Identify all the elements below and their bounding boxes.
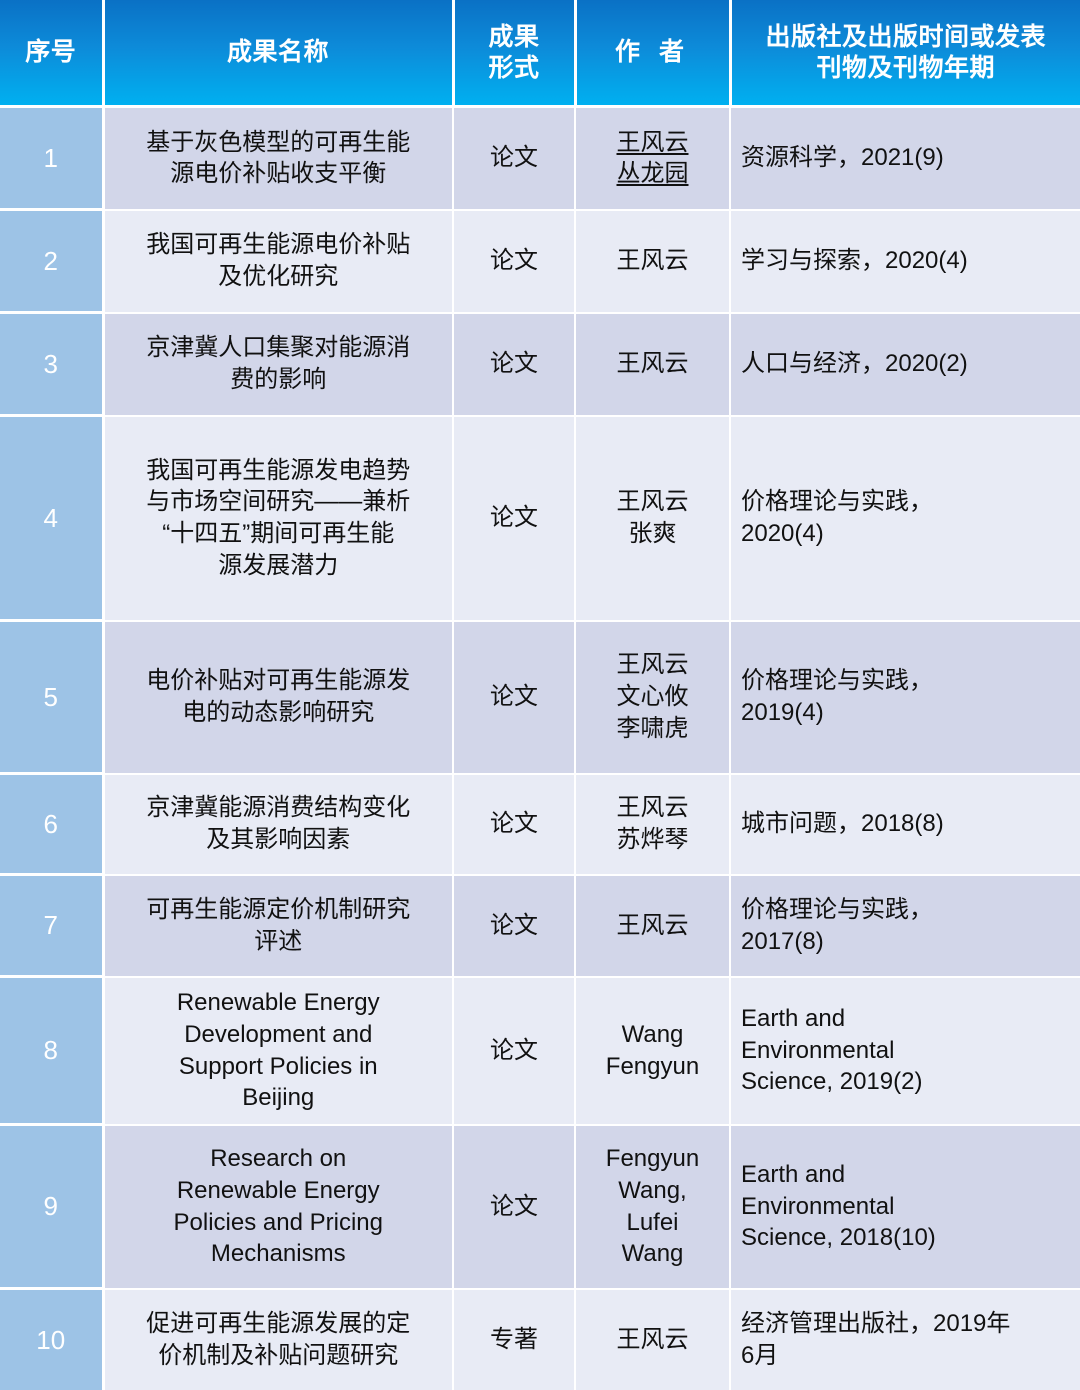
table-row: 1 基于灰色模型的可再生能 源电价补贴收支平衡 论文 王风云 丛龙园 资源科学，2021(9… — [0, 106, 1080, 211]
cell-publication-info: 学习与探索，2020(4) — [730, 209, 1080, 314]
header-row: 序号 成果名称 成果 形式 作 者 出版社及出版时间或发表 刊物及刊物年期 — [0, 0, 1080, 108]
table-row: 2 我国可再生能源电价补贴 及优化研究 论文 王风云 学习与探索，2020(4) — [0, 209, 1080, 314]
cell-output-title: 可再生能源定价机制研究 评述 — [103, 874, 454, 978]
table-header: 序号 成果名称 成果 形式 作 者 出版社及出版时间或发表 刊物及刊物年期 — [0, 0, 1080, 108]
cell-output-form: 论文 — [453, 209, 576, 314]
cell-authors: 王风云 丛龙园 — [575, 106, 731, 211]
table-row: 3 京津冀人口集聚对能源消 费的影响 论文 王风云 人口与经济，2020(2) — [0, 312, 1080, 417]
cell-publication-info: 价格理论与实践， 2017(8) — [730, 874, 1080, 978]
table-row: 7 可再生能源定价机制研究 评述 论文 王风云 价格理论与实践， 2017(8) — [0, 874, 1080, 978]
cell-authors: Wang Fengyun — [575, 976, 731, 1126]
column-header-title: 成果名称 — [103, 0, 455, 108]
column-header-sequence: 序号 — [0, 0, 105, 108]
cell-authors: Fengyun Wang, Lufei Wang — [575, 1124, 731, 1290]
cell-sequence-number: 4 — [0, 415, 105, 622]
cell-sequence-number: 1 — [0, 106, 105, 211]
table-row: 4 我国可再生能源发电趋势 与市场空间研究——兼析 “十四五”期间可再生能 源发展潜力论… — [0, 415, 1080, 622]
cell-output-form: 论文 — [453, 415, 576, 622]
cell-output-form: 论文 — [453, 620, 576, 775]
cell-publication-info: 人口与经济，2020(2) — [730, 312, 1080, 417]
table-row: 6 京津冀能源消费结构变化 及其影响因素 论文 王风云 苏烨琴 城市问题，2018(8) — [0, 773, 1080, 876]
cell-output-title: Research on Renewable Energy Policies and … — [103, 1124, 454, 1290]
cell-output-form: 论文 — [453, 106, 576, 211]
cell-output-title: 京津冀人口集聚对能源消 费的影响 — [103, 312, 454, 417]
cell-authors: 王风云 文心攸 李啸虎 — [575, 620, 731, 775]
cell-publication-info: 经济管理出版社，2019年 6月 — [730, 1288, 1080, 1390]
cell-sequence-number: 8 — [0, 976, 105, 1126]
cell-output-title: 促进可再生能源发展的定 价机制及补贴问题研究 — [103, 1288, 454, 1390]
cell-sequence-number: 6 — [0, 773, 105, 876]
column-header-publication: 出版社及出版时间或发表 刊物及刊物年期 — [730, 0, 1080, 108]
cell-output-form: 论文 — [453, 1124, 576, 1290]
cell-publication-info: 资源科学，2021(9) — [730, 106, 1080, 211]
column-header-publication-line2: 刊物及刊物年期 — [816, 53, 995, 82]
cell-sequence-number: 7 — [0, 874, 105, 978]
cell-output-title: 京津冀能源消费结构变化 及其影响因素 — [103, 773, 454, 876]
cell-authors: 王风云 — [575, 312, 731, 417]
cell-authors: 王风云 苏烨琴 — [575, 773, 731, 876]
cell-output-form: 论文 — [453, 976, 576, 1126]
cell-sequence-number: 10 — [0, 1288, 105, 1390]
cell-sequence-number: 3 — [0, 312, 105, 417]
column-header-author: 作 者 — [575, 0, 732, 108]
cell-publication-info: 城市问题，2018(8) — [730, 773, 1080, 876]
cell-publication-info: 价格理论与实践， 2019(4) — [730, 620, 1080, 775]
cell-publication-info: Earth and Environmental Science, 2018(10) — [730, 1124, 1080, 1290]
cell-output-form: 论文 — [453, 773, 576, 876]
cell-output-form: 论文 — [453, 312, 576, 417]
cell-authors: 王风云 — [575, 1288, 731, 1390]
table-row: 8 Renewable Energy Development and Support … — [0, 976, 1080, 1126]
cell-publication-info: Earth and Environmental Science, 2019(2) — [730, 976, 1080, 1126]
table-row: 5 电价补贴对可再生能源发 电的动态影响研究 论文 王风云 文心攸 李啸虎 价格理论与实践， 2… — [0, 620, 1080, 775]
column-header-publication-line1: 出版社及出版时间或发表 — [765, 23, 1046, 51]
cell-publication-info: 价格理论与实践， 2020(4) — [730, 415, 1080, 622]
table-body: 1 基于灰色模型的可再生能 源电价补贴收支平衡 论文 王风云 丛龙园 资源科学，2021(9… — [0, 106, 1080, 1390]
cell-sequence-number: 9 — [0, 1124, 105, 1290]
cell-output-title: Renewable Energy Development and Support P… — [103, 976, 454, 1126]
column-header-form: 成果 形式 — [453, 0, 577, 108]
cell-authors: 王风云 — [575, 874, 731, 978]
cell-sequence-number: 5 — [0, 620, 105, 775]
cell-output-title: 我国可再生能源发电趋势 与市场空间研究——兼析 “十四五”期间可再生能 源发展潜力 — [103, 415, 454, 622]
column-header-form-line2: 形式 — [488, 53, 540, 82]
cell-output-title: 基于灰色模型的可再生能 源电价补贴收支平衡 — [103, 106, 454, 211]
cell-output-title: 电价补贴对可再生能源发 电的动态影响研究 — [103, 620, 454, 775]
cell-authors: 王风云 张爽 — [575, 415, 731, 622]
cell-output-form: 专著 — [453, 1288, 576, 1390]
cell-output-title: 我国可再生能源电价补贴 及优化研究 — [103, 209, 454, 314]
cell-sequence-number: 2 — [0, 209, 105, 314]
column-header-form-line1: 成果 — [488, 23, 540, 51]
table-row: 9 Research on Renewable Energy Policies and… — [0, 1124, 1080, 1290]
table-row: 10 促进可再生能源发展的定 价机制及补贴问题研究 专著 王风云 经济管理出版社，2019… — [0, 1288, 1080, 1390]
cell-output-form: 论文 — [453, 874, 576, 978]
cell-authors: 王风云 — [575, 209, 731, 314]
